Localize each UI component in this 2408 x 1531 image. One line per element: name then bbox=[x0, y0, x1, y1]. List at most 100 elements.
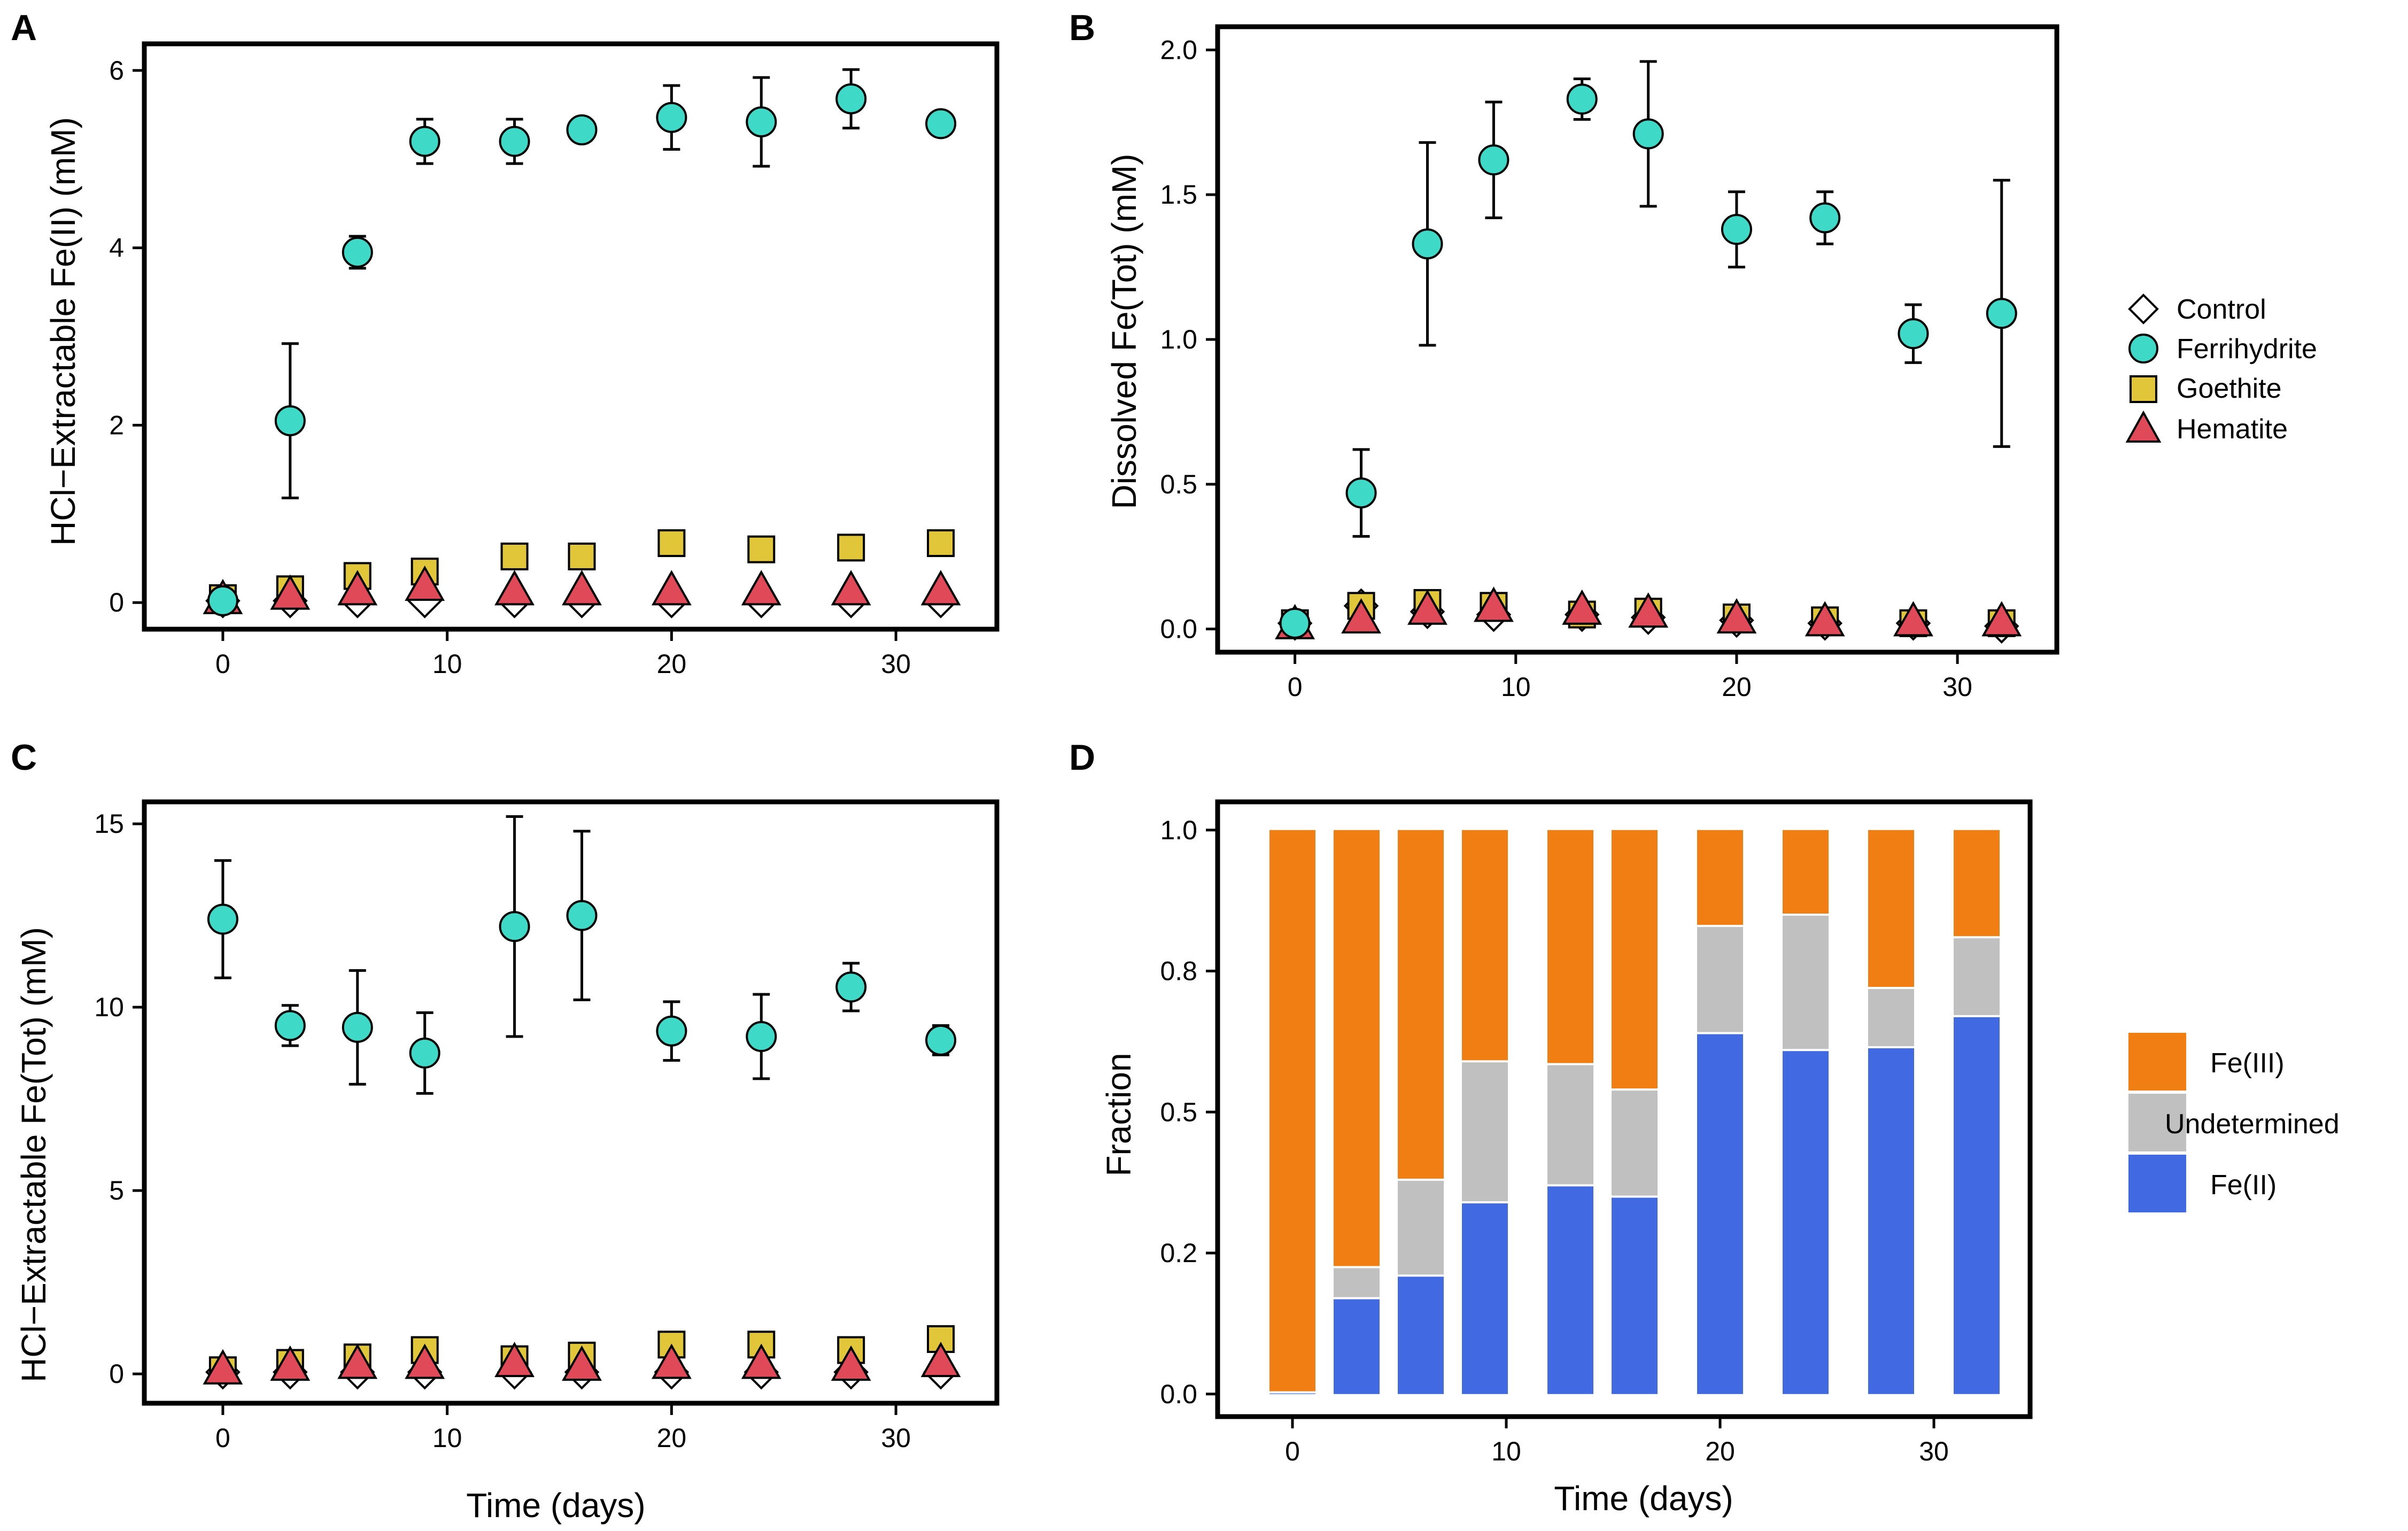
point-hematite bbox=[562, 570, 602, 606]
plot-frame-a bbox=[142, 41, 1000, 632]
panel-c: C HCl−Extractable Fe(Tot) (mM) 0 5 10 15 0 1… bbox=[11, 737, 1000, 1525]
point-ferrihydrite bbox=[656, 1015, 687, 1047]
point-ferrihydrite bbox=[1279, 607, 1311, 639]
point-hematite bbox=[1716, 598, 1757, 633]
point-ferrihydrite bbox=[566, 900, 598, 931]
point-ferrihydrite bbox=[1412, 228, 1443, 260]
point-goethite bbox=[747, 535, 776, 563]
yticks-b: 0.0 0.5 1.0 1.5 2.0 bbox=[1160, 35, 1218, 644]
ytick-label-a: 2 bbox=[109, 410, 124, 440]
xtick-label-c: 10 bbox=[432, 1423, 462, 1453]
xtick-label-b: 0 bbox=[1288, 672, 1303, 702]
xtick-label-a: 10 bbox=[432, 649, 462, 679]
yticks-a: 0 2 4 6 bbox=[109, 56, 144, 617]
legend-top: Control Ferrihydrite Goethite Hematite bbox=[2125, 293, 2317, 445]
point-ferrihydrite bbox=[1809, 202, 1841, 234]
bar-segment-feiii bbox=[1783, 830, 1829, 915]
legend-marker-goethite bbox=[2130, 375, 2157, 403]
point-hematite bbox=[1341, 598, 1381, 633]
legend-label-fe3: Fe(III) bbox=[2210, 1048, 2285, 1079]
bar-segment-feii bbox=[1783, 1050, 1829, 1394]
bar-segment-feiii bbox=[1547, 830, 1593, 1064]
point-hematite bbox=[831, 1345, 871, 1381]
xtick-label-a: 20 bbox=[657, 649, 687, 679]
xtick-label-c: 30 bbox=[881, 1423, 911, 1453]
point-ferrihydrite bbox=[835, 83, 867, 114]
ylabel-a: HCl−Extractable Fe(II) (mM) bbox=[44, 117, 82, 546]
point-ferrihydrite bbox=[274, 1010, 306, 1041]
bar-segment-feii bbox=[1954, 1016, 2000, 1394]
point-hematite bbox=[1474, 586, 1514, 622]
point-ferrihydrite bbox=[1898, 318, 1929, 350]
point-ferrihydrite bbox=[1986, 298, 2017, 329]
bar-segment-undetermined bbox=[1462, 1061, 1508, 1203]
point-ferrihydrite bbox=[835, 971, 867, 1003]
ytick-label-a: 6 bbox=[109, 56, 124, 86]
bar-segment-feiii bbox=[1269, 830, 1315, 1393]
legend-label-ferrihydrite: Ferrihydrite bbox=[2177, 334, 2317, 365]
bar-segment-undetermined bbox=[1868, 988, 1914, 1047]
point-hematite bbox=[562, 1345, 602, 1381]
point-ferrihydrite bbox=[409, 126, 440, 157]
point-ferrihydrite bbox=[566, 114, 598, 145]
point-hematite bbox=[270, 1345, 311, 1381]
legend-marker-hematite bbox=[2125, 410, 2162, 443]
point-hematite bbox=[920, 570, 961, 606]
point-hematite bbox=[270, 574, 311, 610]
point-hematite bbox=[1893, 601, 1933, 637]
ytick-label-a: 0 bbox=[109, 587, 124, 617]
point-ferrihydrite bbox=[207, 903, 238, 935]
point-hematite bbox=[337, 570, 378, 606]
point-ferrihydrite bbox=[656, 102, 687, 133]
bar-segment-feiii bbox=[1462, 830, 1508, 1062]
point-goethite bbox=[568, 542, 596, 570]
point-hematite bbox=[651, 1343, 692, 1379]
point-hematite bbox=[651, 570, 692, 606]
bar-segment-undetermined bbox=[1954, 937, 2000, 1016]
xtick-label-b: 30 bbox=[1942, 672, 1972, 702]
point-ferrihydrite bbox=[746, 106, 777, 137]
xtick-label-b: 20 bbox=[1722, 672, 1752, 702]
legend-label-control: Control bbox=[2177, 294, 2266, 325]
ylabel-c: HCl−Extractable Fe(Tot) (mM) bbox=[14, 927, 53, 1382]
xticks-d: 0 10 20 30 bbox=[1285, 1417, 1949, 1466]
ytick-label-d: 0.8 bbox=[1160, 956, 1197, 986]
ytick-label-a: 4 bbox=[109, 233, 124, 263]
ytick-label-d: 0.0 bbox=[1160, 1379, 1197, 1409]
point-ferrihydrite bbox=[746, 1021, 777, 1053]
panel-label-a: A bbox=[11, 7, 37, 48]
point-hematite bbox=[1562, 589, 1602, 625]
yticks-d: 0.0 0.2 0.5 0.8 1.0 bbox=[1160, 815, 1218, 1409]
point-goethite bbox=[837, 533, 865, 562]
bar-segment-feiii bbox=[1612, 830, 1658, 1090]
xtick-label-c: 0 bbox=[215, 1423, 230, 1453]
bar-segment-undetermined bbox=[1334, 1267, 1380, 1298]
point-hematite bbox=[741, 1343, 781, 1379]
ylabel-d: Fraction bbox=[1100, 1053, 1138, 1176]
point-hematite bbox=[203, 1349, 243, 1385]
bar-segment-undetermined bbox=[1398, 1179, 1444, 1276]
bar-segment-feii bbox=[1547, 1185, 1593, 1394]
legend-label-fe2: Fe(II) bbox=[2210, 1170, 2277, 1201]
xticks-c: 0 10 20 30 bbox=[215, 1403, 911, 1453]
bar-segment-undetermined bbox=[1547, 1064, 1593, 1186]
ytick-label-d: 0.5 bbox=[1160, 1097, 1197, 1127]
panel-d: D Fraction 0.0 0.2 0.5 0.8 1.0 0 10 20 30 Time … bbox=[1069, 737, 2033, 1518]
bar-segment-feiii bbox=[1697, 830, 1743, 926]
panel-label-c: C bbox=[11, 737, 37, 778]
ytick-label-b: 2.0 bbox=[1160, 35, 1197, 65]
bar-segment-feiii bbox=[1954, 830, 2000, 938]
point-hematite bbox=[920, 1342, 961, 1378]
legend-bottom: Fe(III) Undetermined Fe(II) bbox=[2128, 1033, 2340, 1212]
point-ferrihydrite bbox=[925, 108, 957, 140]
xtick-label-a: 0 bbox=[215, 649, 230, 679]
bar-segment-feii bbox=[1697, 1033, 1743, 1394]
bar-segment-feii bbox=[1612, 1196, 1658, 1394]
point-ferrihydrite bbox=[207, 585, 238, 616]
ytick-label-b: 1.5 bbox=[1160, 180, 1197, 210]
marks-a bbox=[203, 68, 961, 618]
bar-segment-feii bbox=[1398, 1275, 1444, 1394]
ytick-label-c: 10 bbox=[94, 992, 124, 1022]
yticks-c: 0 5 10 15 bbox=[94, 809, 144, 1389]
